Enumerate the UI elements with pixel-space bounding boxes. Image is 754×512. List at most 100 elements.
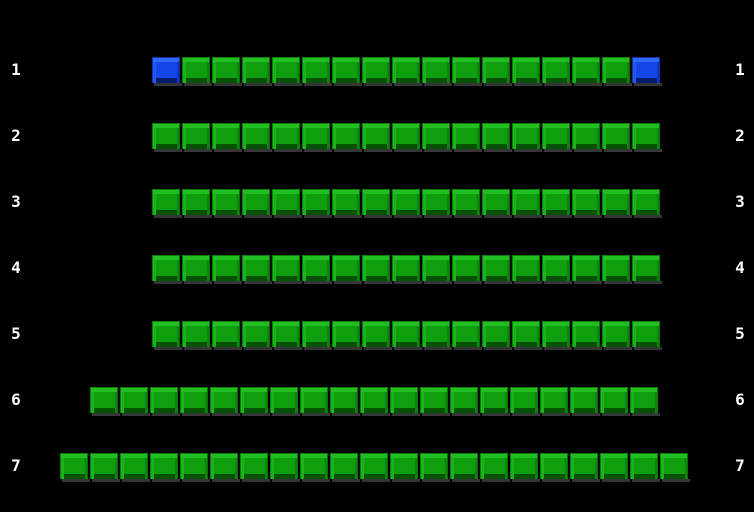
seat-green[interactable] <box>600 387 630 416</box>
seat-green[interactable] <box>212 321 242 350</box>
seat-green[interactable] <box>630 387 660 416</box>
seat-green[interactable] <box>120 387 150 416</box>
seat-green[interactable] <box>120 453 150 482</box>
seat-green[interactable] <box>360 387 390 416</box>
seat-green[interactable] <box>300 387 330 416</box>
seat-green[interactable] <box>362 321 392 350</box>
seat-green[interactable] <box>630 453 660 482</box>
seat-green[interactable] <box>542 255 572 284</box>
seat-green[interactable] <box>242 57 272 86</box>
seat-green[interactable] <box>482 189 512 218</box>
seat-green[interactable] <box>540 387 570 416</box>
seat-green[interactable] <box>212 255 242 284</box>
seat-green[interactable] <box>302 255 332 284</box>
seat-green[interactable] <box>332 321 362 350</box>
seat-green[interactable] <box>632 123 662 152</box>
seat-green[interactable] <box>152 189 182 218</box>
seat-green[interactable] <box>90 453 120 482</box>
seat-green[interactable] <box>572 189 602 218</box>
seat-green[interactable] <box>152 321 182 350</box>
seat-green[interactable] <box>180 387 210 416</box>
seat-green[interactable] <box>332 57 362 86</box>
seat-green[interactable] <box>572 321 602 350</box>
seat-blue[interactable] <box>632 57 662 86</box>
seat-green[interactable] <box>512 321 542 350</box>
seat-green[interactable] <box>450 453 480 482</box>
seat-green[interactable] <box>240 453 270 482</box>
seat-green[interactable] <box>542 189 572 218</box>
seat-green[interactable] <box>542 123 572 152</box>
seat-green[interactable] <box>572 255 602 284</box>
seat-green[interactable] <box>450 387 480 416</box>
seat-green[interactable] <box>302 321 332 350</box>
seat-green[interactable] <box>602 57 632 86</box>
seat-green[interactable] <box>452 123 482 152</box>
seat-green[interactable] <box>392 255 422 284</box>
seat-green[interactable] <box>602 189 632 218</box>
seat-green[interactable] <box>242 123 272 152</box>
seat-green[interactable] <box>602 321 632 350</box>
seat-green[interactable] <box>392 57 422 86</box>
seat-green[interactable] <box>540 453 570 482</box>
seat-green[interactable] <box>272 189 302 218</box>
seat-green[interactable] <box>150 387 180 416</box>
seat-green[interactable] <box>152 123 182 152</box>
seat-green[interactable] <box>270 387 300 416</box>
seat-green[interactable] <box>422 123 452 152</box>
seat-green[interactable] <box>392 123 422 152</box>
seat-green[interactable] <box>422 255 452 284</box>
seat-green[interactable] <box>510 453 540 482</box>
seat-green[interactable] <box>242 189 272 218</box>
seat-green[interactable] <box>300 453 330 482</box>
seat-green[interactable] <box>570 453 600 482</box>
seat-green[interactable] <box>210 453 240 482</box>
seat-green[interactable] <box>362 189 392 218</box>
seat-green[interactable] <box>362 57 392 86</box>
seat-green[interactable] <box>212 57 242 86</box>
seat-green[interactable] <box>482 321 512 350</box>
seat-green[interactable] <box>452 255 482 284</box>
seat-green[interactable] <box>632 321 662 350</box>
seat-green[interactable] <box>392 321 422 350</box>
seat-green[interactable] <box>512 57 542 86</box>
seat-green[interactable] <box>512 123 542 152</box>
seat-green[interactable] <box>240 387 270 416</box>
seat-green[interactable] <box>210 387 240 416</box>
seat-green[interactable] <box>330 453 360 482</box>
seat-blue[interactable] <box>152 57 182 86</box>
seat-green[interactable] <box>480 387 510 416</box>
seat-green[interactable] <box>512 255 542 284</box>
seat-green[interactable] <box>360 453 390 482</box>
seat-green[interactable] <box>390 387 420 416</box>
seat-green[interactable] <box>212 123 242 152</box>
seat-green[interactable] <box>302 189 332 218</box>
seat-green[interactable] <box>452 189 482 218</box>
seat-green[interactable] <box>602 255 632 284</box>
seat-green[interactable] <box>422 189 452 218</box>
seat-green[interactable] <box>302 57 332 86</box>
seat-green[interactable] <box>362 255 392 284</box>
seat-green[interactable] <box>542 321 572 350</box>
seat-green[interactable] <box>60 453 90 482</box>
seat-green[interactable] <box>242 255 272 284</box>
seat-green[interactable] <box>422 321 452 350</box>
seat-green[interactable] <box>212 189 242 218</box>
seat-green[interactable] <box>542 57 572 86</box>
seat-green[interactable] <box>482 57 512 86</box>
seat-green[interactable] <box>452 321 482 350</box>
seat-green[interactable] <box>660 453 690 482</box>
seat-green[interactable] <box>242 321 272 350</box>
seat-green[interactable] <box>272 255 302 284</box>
seat-green[interactable] <box>420 387 450 416</box>
seat-green[interactable] <box>182 57 212 86</box>
seat-green[interactable] <box>512 189 542 218</box>
seat-green[interactable] <box>272 57 302 86</box>
seat-green[interactable] <box>182 255 212 284</box>
seat-green[interactable] <box>272 321 302 350</box>
seat-green[interactable] <box>482 255 512 284</box>
seat-green[interactable] <box>390 453 420 482</box>
seat-green[interactable] <box>572 57 602 86</box>
seat-green[interactable] <box>302 123 332 152</box>
seat-green[interactable] <box>182 123 212 152</box>
seat-green[interactable] <box>570 387 600 416</box>
